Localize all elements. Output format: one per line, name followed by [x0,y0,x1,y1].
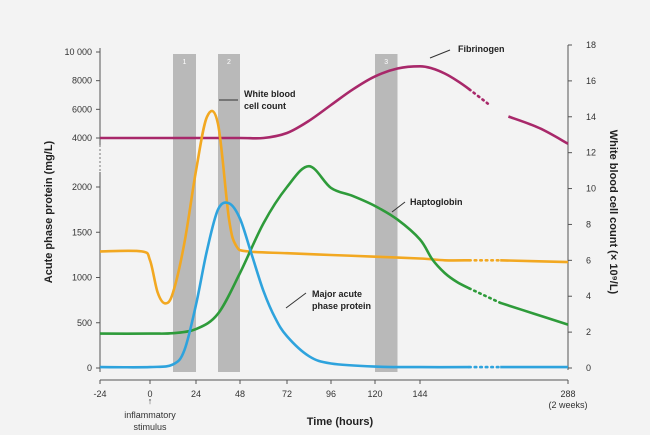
stimulus-arrow: ↑ [148,396,153,406]
right-tick-label: 18 [586,40,596,50]
stimulus-label-line2: stimulus [133,422,167,432]
series-lines [99,65,569,369]
right-tick-label: 8 [586,219,591,229]
x-tick-288-sub: (2 weeks) [548,400,587,410]
annotation-wbc: White blood cell count [219,89,296,111]
wbc-label-line2: cell count [244,101,286,111]
left-tick-label: 0 [87,363,92,373]
axes [99,45,569,381]
left-tick-label: 10 000 [64,47,92,57]
fibrinogen-leader [429,49,451,59]
major-acute-label-line2: phase protein [312,301,371,311]
fibrinogen-label: Fibrinogen [458,44,505,54]
series-line-major-acute-phase-protein [99,201,470,369]
time-band-label-3: 3 [384,59,388,66]
series-line-fibrinogen-tail [507,115,569,145]
series-line-haptoglobin-dotted [468,287,502,305]
left-tick-label: 1000 [72,273,92,283]
left-axis-title: Acute phase protein (mg/L) [43,140,55,283]
right-tick-label: 4 [586,291,591,301]
x-tick-label: 0 [147,389,152,399]
series-line-fibrinogen-dotted [468,88,490,105]
x-tick-label: 144 [412,389,427,399]
series-line-haptoglobin [99,164,470,335]
left-tick-label: 8000 [72,76,92,86]
right-tick-labels: 0 2 4 6 8 10 12 14 16 18 [568,40,596,373]
x-tick-labels: -24 0 24 48 72 96 120 144 288 [93,380,576,399]
x-tick-label: 288 [560,389,575,399]
series-line-haptoglobin-tail [499,301,569,326]
time-band-label-2: 2 [227,59,231,66]
right-tick-label: 10 [586,184,596,194]
right-tick-label: 6 [586,255,591,265]
right-tick-label: 16 [586,76,596,86]
right-tick-label: 2 [586,327,591,337]
annotation-haptoglobin: Haptoglobin [391,197,463,213]
right-axis-title: White blood cell count (× 10⁹/L) [607,130,619,295]
left-tick-labels: 0 500 1000 1500 2000 4000 6000 8000 10 000 [64,47,100,373]
series-line-white-blood-cell-count [99,109,470,305]
wbc-label-line1: White blood [244,89,296,99]
right-tick-label: 12 [586,148,596,158]
x-tick-label: 96 [326,389,336,399]
time-band-1 [173,54,196,372]
series-line-white-blood-cell-count-tail [500,259,569,264]
x-axis-title: Time (hours) [307,416,374,428]
left-tick-label: 6000 [72,104,92,114]
x-tick-label: 120 [367,389,382,399]
x-tick-label: 48 [235,389,245,399]
left-tick-label: 1500 [72,227,92,237]
major-acute-leader [285,292,307,309]
time-band-label-1: 1 [183,59,187,66]
x-tick-label: 72 [282,389,292,399]
left-tick-label: 4000 [72,133,92,143]
stimulus-label-line1: inflammatory [124,410,176,420]
annotation-fibrinogen: Fibrinogen [429,44,505,59]
right-tick-label: 0 [586,363,591,373]
x-tick-label: 24 [191,389,201,399]
right-tick-label: 14 [586,112,596,122]
annotation-major-acute: Major acute phase protein [285,289,371,311]
major-acute-label-line1: Major acute [312,289,362,299]
x-tick-label: -24 [93,389,106,399]
haptoglobin-label: Haptoglobin [410,197,463,207]
left-tick-label: 500 [77,318,92,328]
haptoglobin-leader [391,201,406,213]
left-tick-label: 2000 [72,182,92,192]
